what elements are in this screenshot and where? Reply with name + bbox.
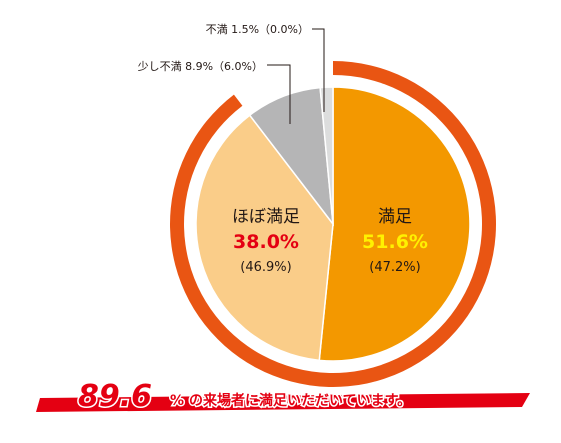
leader-line-slightly-unsatisfied	[267, 64, 291, 124]
slice-prev-mostly: (46.9%)	[240, 260, 291, 275]
callout-slightly-unsatisfied: 少し不満 8.9%（6.0%）	[138, 60, 263, 73]
pie-slice-unsatisfied	[319, 86, 334, 225]
pie-slice-mostly-satisfied	[195, 114, 334, 362]
leader-line-unsatisfied	[312, 28, 325, 112]
slice-label-satisfied: 満足	[378, 207, 412, 227]
slice-label-mostly: ほぼ満足	[232, 207, 300, 227]
callout-unsatisfied: 不満 1.5%（0.0%）	[206, 23, 309, 36]
pie-slice-satisfied	[318, 86, 471, 362]
slice-pct-mostly: 38.0%	[233, 231, 299, 253]
slice-prev-satisfied: (47.2%)	[369, 260, 420, 275]
slice-pct-satisfied: 51.6%	[362, 231, 428, 253]
